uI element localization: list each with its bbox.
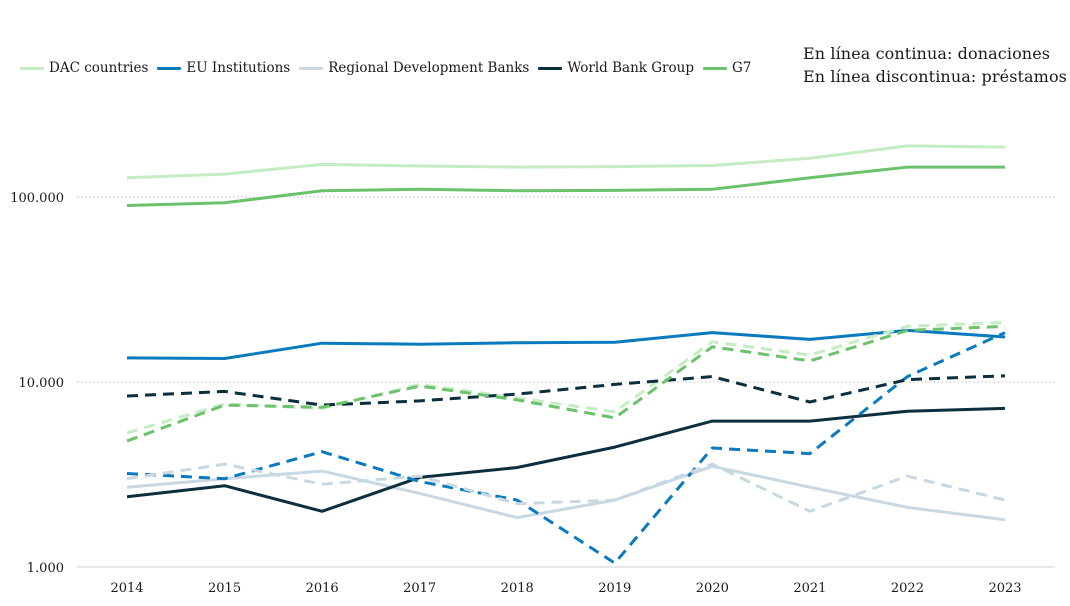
series-line-g7-loans: [126, 324, 1006, 443]
legend-swatch: [20, 66, 44, 70]
series-line-eu-institutions-grants: [126, 328, 1006, 360]
legend-label: Regional Development Banks: [328, 60, 530, 76]
legend-item-eu-institutions: EU Institutions: [157, 60, 290, 76]
legend-item-regional-development-banks: Regional Development Banks: [299, 60, 529, 76]
series-line-world-bank-group-loans: [126, 374, 1006, 407]
note-solid: En línea continua: donaciones: [803, 44, 1051, 63]
series-line-regional-development-banks-grants: [126, 464, 1006, 522]
legend-label: EU Institutions: [186, 60, 291, 76]
x-tick-label: 2016: [306, 581, 339, 596]
legend-label: G7: [731, 60, 752, 76]
x-tick-label: 2015: [208, 581, 241, 596]
series-line-dac-countries-grants: [126, 144, 1006, 180]
legend-item-world-bank-group: World Bank Group: [538, 60, 694, 76]
note-dashed: En línea discontinua: préstamos: [803, 67, 1067, 86]
x-tick-label: 2023: [988, 581, 1021, 596]
legend-item-g7: G7: [702, 60, 752, 76]
x-tick-label: 2022: [891, 581, 924, 596]
series-line-eu-institutions-loans: [126, 331, 1006, 565]
y-tick-labels: 1.000 10.000 100.000: [10, 191, 64, 576]
x-tick-label: 2014: [110, 581, 143, 596]
legend-swatch: [299, 66, 324, 70]
legend-label: World Bank Group: [567, 60, 694, 76]
series-line-world-bank-group-grants: [126, 406, 1006, 513]
series-line-g7-grants: [126, 165, 1005, 207]
x-tick-label: 2019: [598, 581, 631, 596]
x-tick-label: 2021: [793, 581, 826, 596]
x-tick-label: 2018: [501, 581, 534, 596]
x-tick-labels: 2014 2015 2016 2017 2018 2019 2020 2021 2022 2023: [110, 581, 1021, 596]
y-tick-label: 1.000: [27, 561, 64, 576]
y-tick-label: 100.000: [10, 191, 64, 206]
legend-swatch: [157, 66, 182, 70]
y-tick-label: 10.000: [19, 376, 65, 391]
legend-item-dac-countries: DAC countries: [20, 60, 148, 76]
x-tick-label: 2017: [403, 581, 436, 596]
legend: DAC countries EU Institutions Regional Dev…: [20, 60, 760, 76]
gridlines: [77, 196, 1055, 383]
legend-swatch: [702, 66, 727, 70]
line-style-note: En línea continua: donaciones En línea d…: [803, 42, 1067, 88]
series-lines: [126, 144, 1006, 565]
series-line-dac-countries-loans: [126, 320, 1006, 435]
series-line-regional-development-banks-loans: [126, 462, 1006, 513]
legend-swatch: [538, 66, 563, 70]
legend-label: DAC countries: [49, 60, 149, 76]
x-tick-label: 2020: [696, 581, 729, 596]
